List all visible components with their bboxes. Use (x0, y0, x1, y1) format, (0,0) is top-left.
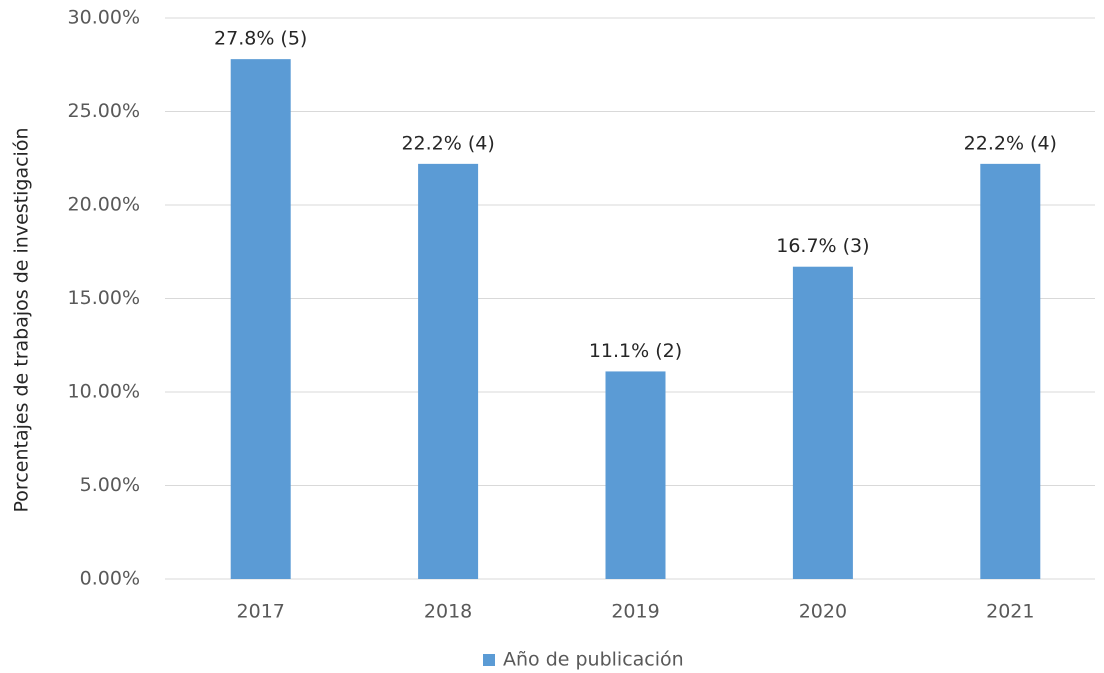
x-tick-label: 2020 (799, 601, 847, 623)
bar (792, 266, 853, 579)
bar (605, 371, 666, 579)
y-axis-title: Porcentajes de trabajos de investigación (11, 128, 33, 513)
y-tick-label: 30.00% (68, 7, 140, 29)
bar (980, 163, 1041, 580)
bar (418, 163, 479, 580)
data-label: 22.2% (4) (964, 132, 1057, 154)
y-tick-label: 5.00% (80, 474, 140, 496)
x-tick-label: 2017 (237, 601, 285, 623)
data-label: 22.2% (4) (401, 132, 494, 154)
legend-label: Año de publicación (503, 649, 684, 671)
x-tick-label: 2019 (611, 601, 659, 623)
y-tick-label: 10.00% (68, 381, 140, 403)
y-tick-label: 20.00% (68, 194, 140, 216)
data-label: 27.8% (5) (214, 28, 307, 50)
y-tick-label: 0.00% (80, 568, 140, 590)
x-tick-label: 2018 (424, 601, 472, 623)
x-tick-label: 2021 (986, 601, 1034, 623)
bar (230, 59, 291, 579)
data-label: 16.7% (3) (776, 235, 869, 257)
legend-swatch (483, 654, 495, 666)
data-label: 11.1% (2) (589, 340, 682, 362)
y-tick-label: 15.00% (68, 287, 140, 309)
y-tick-label: 25.00% (68, 100, 140, 122)
